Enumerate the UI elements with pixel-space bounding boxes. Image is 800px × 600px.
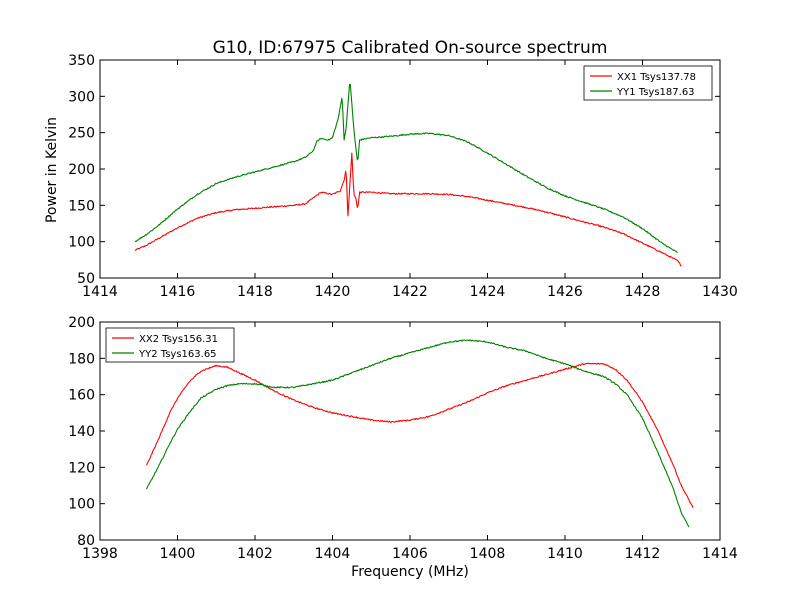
legend-entry: YY1 Tsys187.63	[616, 87, 695, 98]
x-tick-label: 1404	[315, 546, 351, 562]
series-group	[145, 339, 694, 528]
series-line-bottom-2	[145, 339, 690, 528]
x-tick-label: 1418	[237, 284, 273, 300]
x-tick-label: 1416	[160, 284, 196, 300]
x-tick-label: 1400	[160, 546, 196, 562]
y-tick-label: 80	[77, 533, 95, 549]
series-line-top-1	[134, 152, 682, 267]
x-tick-label: 1406	[392, 546, 428, 562]
x-tick-label: 1408	[470, 546, 506, 562]
legend: XX2 Tsys156.31 YY2 Tsys163.65	[105, 327, 235, 363]
y-tick-label: 50	[77, 271, 95, 287]
y-tick-label: 200	[68, 162, 95, 178]
y-tick-label: 100	[68, 497, 95, 513]
y-tick-label: 160	[68, 388, 95, 404]
x-tick-label: 1424	[470, 284, 506, 300]
x-tick-label: 1414	[702, 546, 738, 562]
y-tick-label: 200	[68, 315, 95, 331]
x-tick-label: 1426	[547, 284, 583, 300]
y-tick-label: 180	[68, 351, 95, 367]
x-tick-label: 1410	[547, 546, 583, 562]
legend-entry: XX2 Tsys156.31	[139, 334, 218, 345]
y-axis-label: Power in Kelvin	[44, 117, 60, 223]
y-tick-label: 100	[68, 235, 95, 251]
y-tick-label: 350	[68, 53, 95, 69]
y-tick-label: 300	[68, 89, 95, 105]
legend-box	[583, 65, 713, 101]
x-tick-label: 1428	[625, 284, 661, 300]
series-line-top-2	[134, 83, 678, 254]
legend-box	[105, 327, 235, 363]
x-tick-label: 1414	[82, 284, 118, 300]
x-axis-label: Frequency (MHz)	[351, 564, 469, 580]
x-tick-label: 1402	[237, 546, 273, 562]
x-tick-label: 1430	[702, 284, 738, 300]
bottom-panel: 1398 1400 1402 1404 1406 1408 1410 1412 1414 80 10…	[68, 315, 738, 562]
x-tick-label: 1412	[625, 546, 661, 562]
x-tick-label: 1422	[392, 284, 428, 300]
y-tick-label: 250	[68, 126, 95, 142]
x-tick-label: 1420	[315, 284, 351, 300]
legend-entry: YY2 Tsys163.65	[138, 349, 217, 360]
y-tick-label: 120	[68, 460, 95, 476]
y-tick-label: 150	[68, 198, 95, 214]
top-panel: 1414 1416 1418 1420 1422 1424 1426 1428 1430 50 10…	[68, 53, 738, 300]
legend-entry: XX1 Tsys137.78	[617, 72, 696, 83]
y-tick-label: 140	[68, 424, 95, 440]
x-tick-label: 1398	[82, 546, 118, 562]
figure-title: G10, ID:67975 Calibrated On-source spect…	[213, 38, 608, 58]
series-line-bottom-1	[146, 362, 694, 508]
series-group	[134, 83, 682, 267]
legend: XX1 Tsys137.78 YY1 Tsys187.63	[583, 65, 713, 101]
